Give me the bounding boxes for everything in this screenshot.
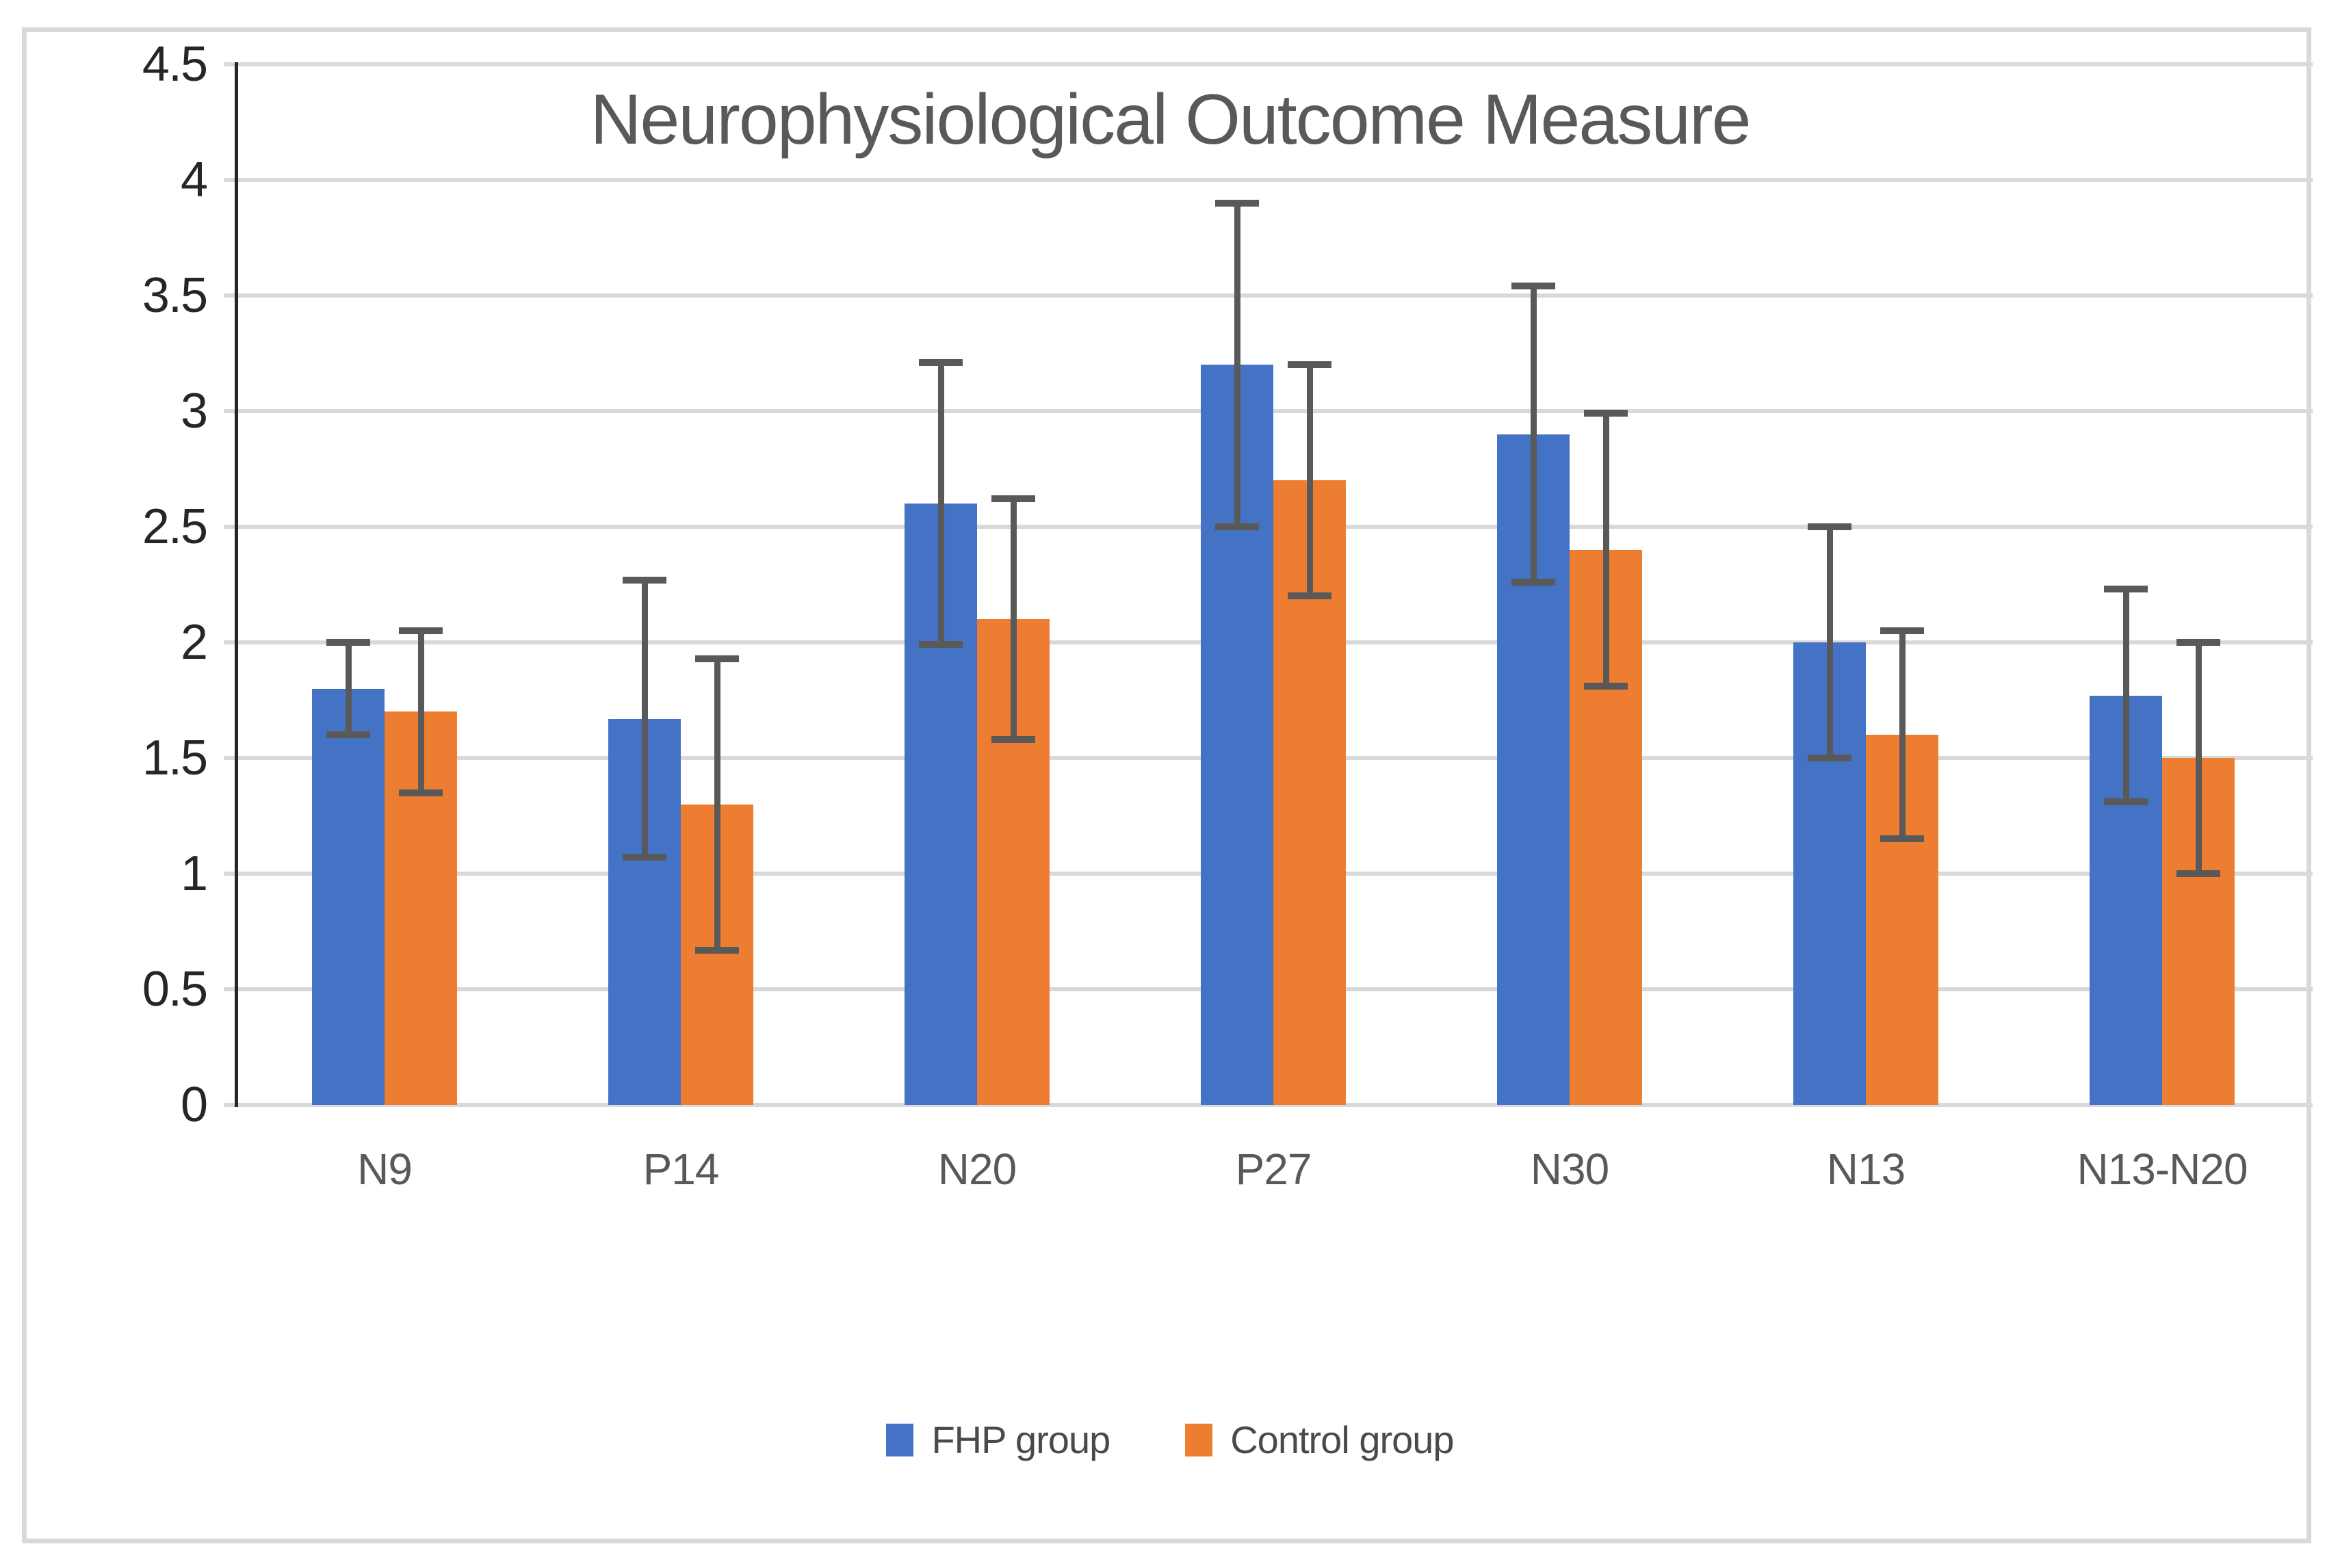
error-bar-cap-bottom-control-P27 xyxy=(1288,592,1331,600)
y-axis-label: 3 xyxy=(180,384,208,439)
error-bar-cap-top-fhp-N9 xyxy=(326,639,370,646)
y-axis-tick xyxy=(224,872,237,876)
error-bar-cap-bottom-control-N13-N20 xyxy=(2176,870,2220,877)
error-bar-cap-bottom-fhp-P14 xyxy=(623,854,666,861)
y-axis-label: 1 xyxy=(180,846,208,901)
error-bar-line-fhp-N30 xyxy=(1530,286,1537,583)
y-axis-tick xyxy=(224,756,237,760)
error-bar-line-control-N30 xyxy=(1602,413,1609,687)
y-axis-label: 0.5 xyxy=(142,962,208,1017)
legend-swatch-fhp-icon xyxy=(886,1423,914,1456)
error-bar-cap-top-control-P14 xyxy=(695,655,739,662)
y-axis-label: 1.5 xyxy=(142,731,208,785)
error-bar-line-control-P27 xyxy=(1306,365,1313,597)
x-axis-label: N30 xyxy=(1530,1145,1609,1194)
error-bar-cap-bottom-control-P14 xyxy=(695,946,739,954)
error-bar-cap-top-control-N9 xyxy=(399,627,443,635)
error-bar-cap-top-fhp-P14 xyxy=(623,576,666,584)
legend-label-control: Control group xyxy=(1230,1418,1454,1461)
y-axis-tick xyxy=(224,293,237,298)
error-bar-cap-top-control-N13 xyxy=(1880,627,1924,635)
legend-item-fhp: FHP group xyxy=(886,1417,1110,1462)
x-axis-label: N13-N20 xyxy=(2077,1145,2248,1194)
gridline xyxy=(237,1103,2313,1107)
error-bar-line-control-N20 xyxy=(1010,499,1017,740)
gridline xyxy=(237,62,2313,66)
error-bar-cap-bottom-fhp-N20 xyxy=(919,641,963,649)
y-axis-label: 4.5 xyxy=(142,37,208,92)
error-bar-line-fhp-N9 xyxy=(345,642,352,735)
error-bar-cap-bottom-fhp-N30 xyxy=(1511,579,1555,586)
y-axis-label: 4 xyxy=(180,153,208,207)
error-bar-line-control-N13 xyxy=(1899,631,1906,839)
chart-title: Neurophysiological Outcome Measure xyxy=(590,80,1751,159)
x-axis-label: N9 xyxy=(357,1145,413,1194)
y-axis-tick xyxy=(224,1103,237,1107)
x-axis-label: N20 xyxy=(937,1145,1017,1194)
legend-swatch-control-icon xyxy=(1185,1423,1213,1456)
error-bar-cap-top-fhp-N30 xyxy=(1511,283,1555,290)
error-bar-cap-top-fhp-P27 xyxy=(1215,199,1259,207)
x-axis-label: P27 xyxy=(1235,1145,1312,1194)
gridline xyxy=(237,293,2313,298)
error-bar-cap-top-control-P27 xyxy=(1288,361,1331,369)
y-axis-label: 0 xyxy=(180,1077,208,1132)
error-bar-line-fhp-N13 xyxy=(1826,527,1833,758)
error-bar-cap-top-control-N30 xyxy=(1584,410,1628,417)
gridline xyxy=(237,409,2313,413)
y-axis-tick xyxy=(224,987,237,991)
legend: FHP group Control group xyxy=(0,1417,2340,1462)
error-bar-cap-bottom-fhp-N13 xyxy=(1808,755,1851,761)
error-bar-cap-bottom-fhp-N13-N20 xyxy=(2104,798,2148,806)
legend-label-fhp: FHP group xyxy=(931,1418,1110,1461)
error-bar-line-fhp-P27 xyxy=(1234,202,1240,527)
error-bar-line-fhp-P14 xyxy=(641,579,648,858)
x-axis-label: N13 xyxy=(1826,1145,1906,1194)
bar-fhp-N9 xyxy=(312,688,385,1105)
y-axis-tick xyxy=(224,62,237,66)
error-bar-cap-top-fhp-N13 xyxy=(1808,523,1851,530)
gridline xyxy=(237,178,2313,182)
y-axis-tick xyxy=(224,525,237,529)
legend-item-control: Control group xyxy=(1185,1417,1455,1462)
y-axis-tick xyxy=(224,178,237,182)
error-bar-line-control-N13-N20 xyxy=(2195,642,2202,874)
error-bar-cap-top-control-N13-N20 xyxy=(2176,639,2220,646)
y-axis-label: 3.5 xyxy=(142,268,208,323)
error-bar-cap-bottom-control-N9 xyxy=(399,789,443,796)
error-bar-cap-bottom-control-N13 xyxy=(1880,835,1924,843)
error-bar-line-control-N9 xyxy=(417,631,424,793)
chart-border-frame xyxy=(22,27,2311,1543)
y-axis-label: 2 xyxy=(180,615,208,670)
y-axis-tick xyxy=(224,640,237,644)
error-bar-cap-bottom-fhp-N9 xyxy=(326,731,370,739)
x-axis-label: P14 xyxy=(642,1145,720,1194)
error-bar-cap-top-fhp-N13-N20 xyxy=(2104,586,2148,593)
error-bar-line-control-P14 xyxy=(714,658,720,950)
y-axis-tick xyxy=(224,409,237,413)
error-bar-cap-bottom-control-N30 xyxy=(1584,683,1628,690)
error-bar-line-fhp-N13-N20 xyxy=(2122,589,2129,802)
error-bar-line-fhp-N20 xyxy=(937,363,944,645)
error-bar-cap-bottom-fhp-P27 xyxy=(1215,523,1259,530)
error-bar-cap-top-control-N20 xyxy=(991,495,1035,503)
error-bar-cap-top-fhp-N20 xyxy=(919,359,963,367)
y-axis-label: 2.5 xyxy=(142,499,208,554)
error-bar-cap-bottom-control-N20 xyxy=(991,735,1035,743)
y-axis-line xyxy=(235,62,238,1107)
